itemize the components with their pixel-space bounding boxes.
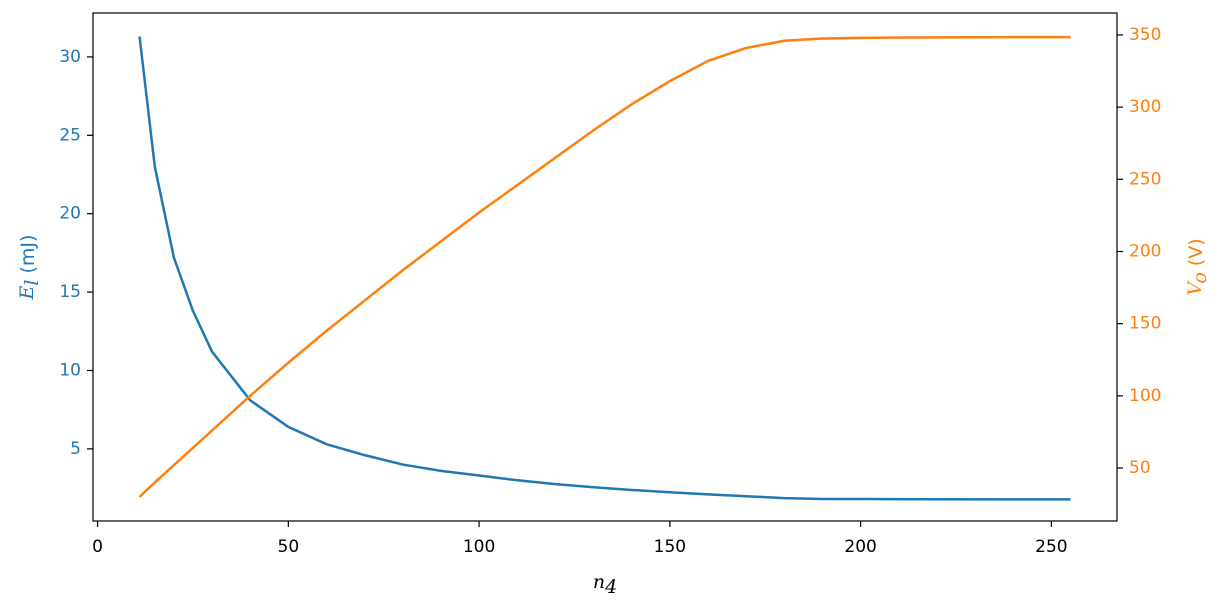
x-tick-label: 0 <box>92 537 103 557</box>
data-line <box>138 36 1071 501</box>
x-axis-label-symbol: n <box>593 571 605 593</box>
y2-tick-label: 50 <box>1129 458 1151 478</box>
y-tick-label: 10 <box>59 360 81 380</box>
y-axis-label: El (mJ) <box>16 235 43 301</box>
y-tick-label: 5 <box>70 439 81 459</box>
y2-tick-label: 150 <box>1129 314 1161 334</box>
y-tick-label: 15 <box>59 282 81 302</box>
y2-tick-label: 350 <box>1129 25 1161 45</box>
x-axis-label: n4 <box>593 571 617 598</box>
y-axis-label-subscript: l <box>21 279 43 285</box>
y-axis-label-symbol: E <box>16 285 38 300</box>
x-tick-label: 150 <box>654 537 686 557</box>
y2-axis-label: Vo(V) <box>1184 238 1211 295</box>
y-tick-label: 30 <box>59 47 81 67</box>
y2-axis-label-subscript: o <box>1189 272 1211 283</box>
y2-axis-label-unit: (V) <box>1185 238 1207 266</box>
y-tick-label: 25 <box>59 125 81 145</box>
y-axis-label-unit: (mJ) <box>17 235 39 274</box>
y2-tick-label: 200 <box>1129 241 1161 261</box>
x-tick-label: 200 <box>844 537 876 557</box>
y2-tick-label: 100 <box>1129 386 1161 406</box>
data-line <box>138 35 1071 498</box>
y2-tick-label: 250 <box>1129 169 1161 189</box>
y2-tick-label: 300 <box>1129 97 1161 117</box>
plot-frame <box>92 12 1118 522</box>
x-axis-label-subscript: 4 <box>604 576 617 598</box>
y-tick-label: 20 <box>59 204 81 224</box>
x-tick-label: 100 <box>463 537 495 557</box>
x-tick-label: 50 <box>278 537 300 557</box>
x-tick-label: 250 <box>1035 537 1067 557</box>
